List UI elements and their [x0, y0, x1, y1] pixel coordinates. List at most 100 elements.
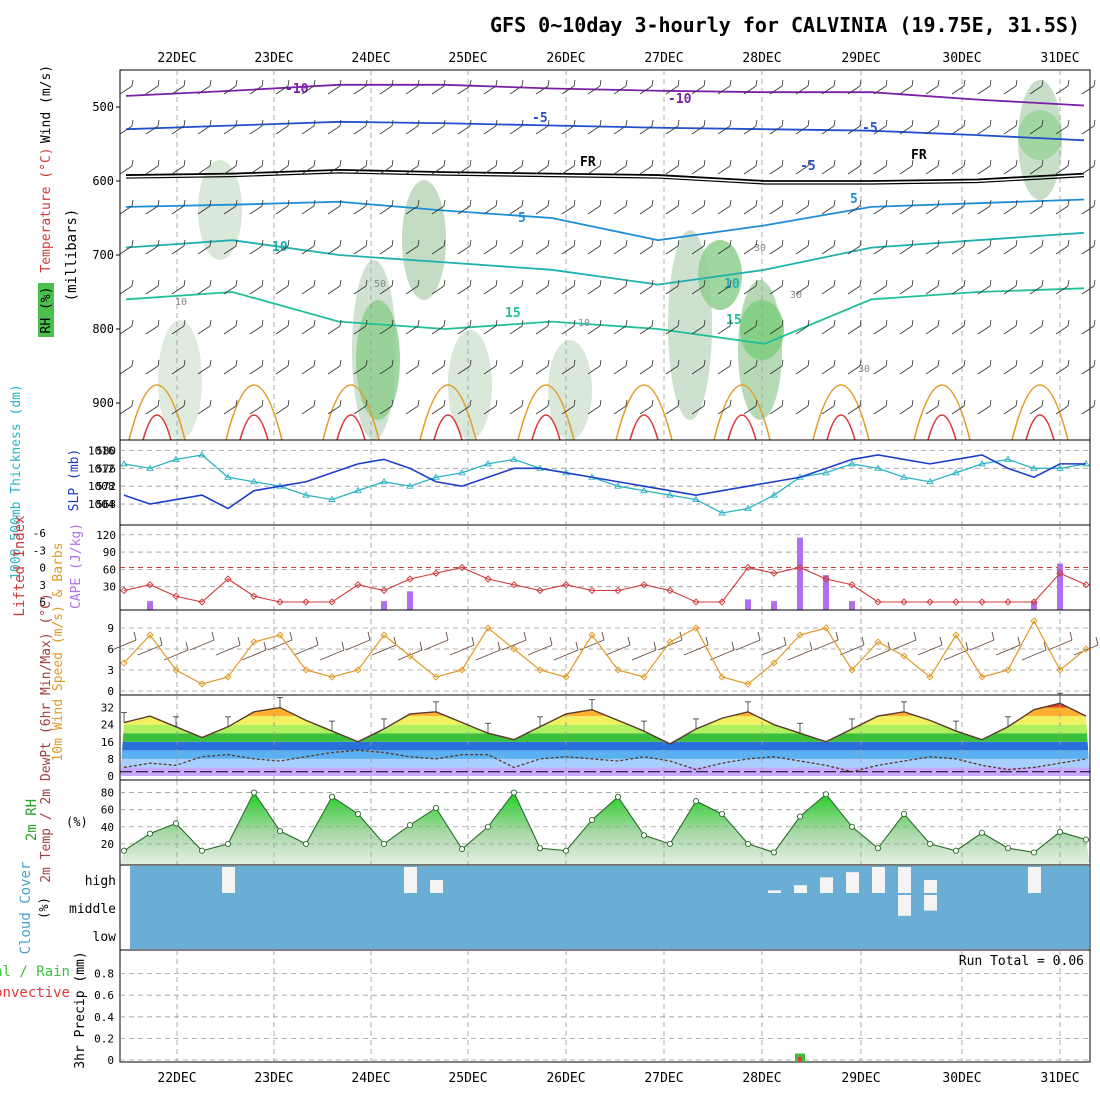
- wind-barb-flag: [573, 359, 576, 367]
- wind-barb-flag: [287, 159, 290, 167]
- wind-barb: [717, 205, 731, 215]
- temperature-contour-label: -5: [862, 121, 878, 136]
- wind-barb: [613, 325, 627, 335]
- wind-barb-flag: [131, 359, 134, 367]
- wind-barb: [119, 245, 133, 255]
- wind-barb-flag: [651, 199, 654, 207]
- wind-barb-flag: [963, 279, 966, 287]
- wind-barb-flag: [365, 119, 368, 127]
- wind-barb: [1081, 165, 1095, 175]
- wind-barb: [821, 405, 835, 415]
- wind10m-axis-label: 10m Wind Speed (m/s) & Barbs: [51, 542, 66, 761]
- wind-barb: [457, 165, 471, 175]
- wind-barb: [821, 85, 835, 95]
- wind-barb-flag: [965, 641, 969, 651]
- wind-barb: [717, 325, 731, 335]
- isotherm-line: [125, 120, 1085, 142]
- wind-barb-flag: [287, 199, 290, 207]
- high-cloud-block: [846, 872, 859, 893]
- wind-barb: [405, 165, 419, 175]
- rh-marker: [432, 804, 440, 812]
- wind-barb: [899, 365, 913, 375]
- wind-barb: [171, 85, 185, 95]
- wind-barb-flag: [521, 119, 524, 127]
- wind-barb-flag: [547, 359, 550, 367]
- isotherm-line: [125, 172, 1085, 185]
- wind-barb-flag: [1067, 159, 1070, 167]
- wind-barb: [535, 125, 549, 135]
- thickness-marker: [328, 495, 336, 503]
- temp2m-panel: 0 8 16 24 32 2m Temp / 2m DewPt (6hr Min/Max)…: [39, 593, 1091, 883]
- wind-barb-flag: [157, 399, 160, 407]
- wind-barb: [553, 649, 579, 661]
- wind-barb: [587, 405, 601, 415]
- wind-barb-flag: [573, 119, 576, 127]
- wind-barb-flag: [1015, 319, 1018, 327]
- rh-marker: [172, 820, 180, 827]
- wind-barb: [665, 245, 679, 255]
- wind-barb: [353, 405, 367, 415]
- wind-barb: [501, 639, 527, 651]
- wind-barb-flag: [729, 199, 732, 207]
- wind-barb-flag: [599, 399, 602, 407]
- wind-barb: [977, 205, 991, 215]
- wind-barb-flag: [911, 199, 914, 207]
- wind-barb-flag: [339, 79, 342, 87]
- wind-barb-flag: [599, 119, 602, 127]
- wind-barb-flag: [1041, 239, 1044, 247]
- wind-barb-flag: [157, 279, 160, 287]
- wind-barb-flag: [1041, 159, 1044, 167]
- rh-contour-label: 30: [754, 243, 766, 254]
- wind-speed-marker: [692, 624, 700, 632]
- wind-barb-flag: [1093, 199, 1096, 207]
- wind-barb-flag: [963, 159, 966, 167]
- wind-barb: [769, 205, 783, 215]
- wind-barb: [483, 365, 497, 375]
- wind-barb-flag: [575, 641, 579, 651]
- wind-barb-flag: [547, 79, 550, 87]
- rh-marker: [978, 829, 986, 836]
- rh-shade-area: [198, 160, 242, 260]
- thickness-marker: [822, 468, 830, 476]
- wind-barb: [873, 365, 887, 375]
- cape-tick-label: 120: [96, 529, 116, 542]
- wind-barb: [171, 325, 185, 335]
- wind-barb-flag: [261, 79, 264, 87]
- thickness-marker: [1030, 464, 1038, 471]
- wind-barb: [743, 85, 757, 95]
- wind-barb: [925, 285, 939, 295]
- wind-barb: [301, 285, 315, 295]
- thickness-marker: [198, 451, 206, 458]
- wind-barb-flag: [807, 159, 810, 167]
- thickness-slp-panel-frame: [119, 439, 1091, 526]
- wind-barb: [275, 325, 289, 335]
- wind-barb: [197, 285, 211, 295]
- high-cloud-block: [1028, 867, 1041, 893]
- top-date-label: 31DEC: [1040, 51, 1079, 66]
- wind-barb: [535, 365, 549, 375]
- rh-tick-label: 40: [101, 821, 114, 834]
- wind-barb: [717, 405, 731, 415]
- wind-barb-flag: [1067, 399, 1070, 407]
- precip-panel: 0 0.2 0.4 0.6 0.8 Run Total = 0.06 Total / Rai…: [0, 949, 1091, 1069]
- wind-barb-flag: [989, 279, 992, 287]
- wind-speed-marker: [640, 673, 648, 681]
- isotherm-hot-arc: [629, 414, 659, 441]
- wind-barb-flag: [807, 79, 810, 87]
- wind-speed-marker: [562, 673, 570, 681]
- wind-barb-flag: [833, 199, 836, 207]
- wind-barb: [769, 125, 783, 135]
- wind-barb: [353, 245, 367, 255]
- wind-barb: [527, 644, 553, 656]
- wind-barb: [899, 245, 913, 255]
- wind-barb: [821, 245, 835, 255]
- wind-barb-flag: [495, 79, 498, 87]
- wind-barb: [899, 125, 913, 135]
- wind-barb-flag: [729, 79, 732, 87]
- wind-barb: [743, 125, 757, 135]
- wind-barb: [353, 205, 367, 215]
- wind-barb-flag: [835, 631, 839, 641]
- wind-barb-flag: [495, 359, 498, 367]
- isotherm-hot-arc: [727, 414, 757, 441]
- lifted-index-marker: [328, 598, 336, 606]
